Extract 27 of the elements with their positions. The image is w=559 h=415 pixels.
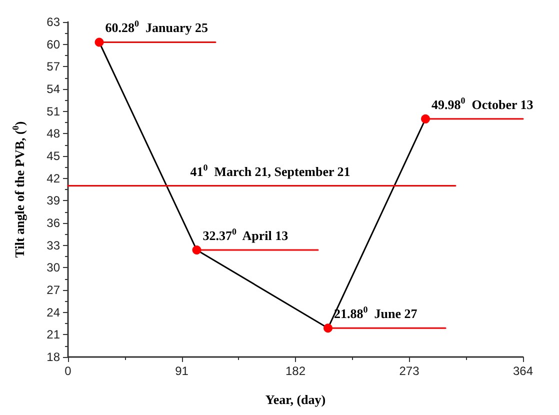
y-tick-label: 63 [46,15,60,29]
point [94,38,104,47]
y-tick-label: 21 [46,328,60,342]
point [421,114,430,124]
y-tick-label: 27 [46,283,60,297]
y-tick-label: 30 [46,260,60,275]
point [324,324,332,333]
y-tick-label: 54 [46,82,60,96]
y-tick-label: 39 [46,194,60,208]
y-tick-label: 36 [46,216,60,230]
y-tick-label: 18 [46,350,60,364]
x-tick-label: 0 [64,364,72,378]
y-tick-label: 51 [46,104,60,118]
x-tick-label: 182 [285,364,306,378]
y-tick-label: 48 [46,126,60,141]
y-tick-label: 60 [46,37,60,52]
y-tick-label: 33 [46,238,60,252]
y-tick-label: 42 [46,171,60,186]
y-tick-label: 24 [46,305,60,320]
y-tick-label: 57 [46,60,60,74]
x-tick-label: 364 [512,364,534,378]
x-tick-label: 91 [175,364,189,378]
y-axis-title: Tilt angle of the PVB, (0) [10,121,27,258]
x-axis-title: Year, (day) [265,392,326,407]
x-tick-label: 273 [399,364,420,378]
point [192,246,202,255]
y-tick-label: 45 [46,149,60,163]
